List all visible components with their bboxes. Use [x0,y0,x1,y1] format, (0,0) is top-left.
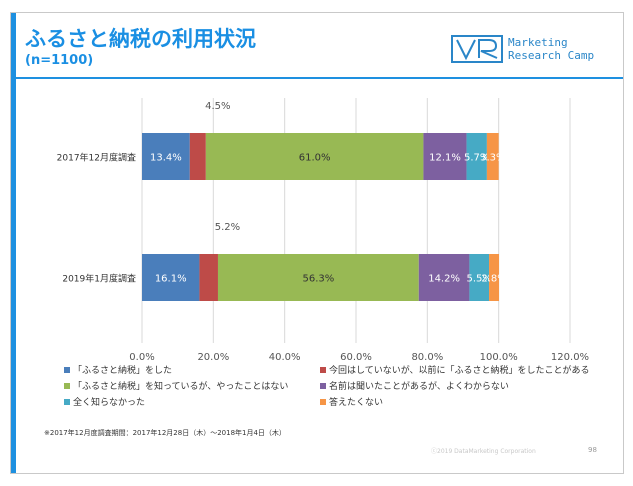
bar-segment [199,254,218,301]
data-label: 5.2% [215,222,240,233]
category-label: 2017年12月度調査 [57,152,136,164]
logo-mark-icon [451,35,503,63]
x-tick-label: 20.0% [197,352,229,363]
page-number: 98 [588,446,597,454]
bar-segment [217,254,419,301]
bar-segment [189,133,206,180]
page-title: ふるさと納税の利用状況 [25,27,256,51]
legend-label: 全く知らなかった [73,398,146,408]
x-tick-label: 60.0% [340,352,372,363]
logo-line-2: Research Camp [508,49,595,62]
data-label: 2.8% [481,274,506,285]
bar-segment [205,133,424,180]
legend-swatch [320,382,326,389]
data-label: 61.0% [299,153,331,164]
x-tick-label: 80.0% [411,352,443,363]
data-label: 3.3% [480,153,505,164]
page-subtitle: (n=1100) [25,53,94,68]
x-tick-label: 0.0% [129,352,154,363]
legend-label: 「ふるさと納税」を知っているが、やったことはない [73,382,289,392]
data-label: 12.1% [429,153,461,164]
legend-item: 答えたくない [320,395,383,408]
legend-item: 今回はしていないが、以前に「ふるさと納税」をしたことがある [320,363,590,376]
logo-line-1: Marketing [508,36,568,49]
legend-swatch [64,366,70,373]
legend-label: 今回はしていないが、以前に「ふるさと納税」をしたことがある [329,366,590,376]
bar-segment [142,254,200,301]
bar-segment [489,254,500,301]
bar-segment [142,133,190,180]
x-tick-label: 40.0% [269,352,301,363]
data-label: 16.1% [155,274,187,285]
accent-bar [11,13,16,473]
data-label: 14.2% [428,274,460,285]
bar-segment [469,254,490,301]
legend-item: 「ふるさと納税」を知っているが、やったことはない [64,379,288,392]
copyright: ⓒ2019 DataMarketing Corporation [431,448,536,455]
category-label: 2019年1月度調査 [62,273,136,285]
legend-item: 名前は聞いたことがあるが、よくわからない [320,379,509,392]
legend-item: 「ふるさと納税」をした [64,363,172,376]
data-label: 5.5% [467,274,492,285]
data-label: 4.5% [205,101,230,112]
data-label: 56.3% [302,274,334,285]
slide: ふるさと納税の利用状況 (n=1100) Marketing Research … [10,12,624,474]
logo: Marketing Research Camp [451,35,616,75]
bar-segment [423,133,467,180]
data-label: 5.7% [464,153,489,164]
legend-item: 全く知らなかった [64,395,145,408]
title-divider [11,77,623,79]
legend-swatch [320,398,326,405]
legend-swatch [64,398,70,405]
bar-segment [466,133,487,180]
bar-segment [418,254,470,301]
legend-swatch [320,366,326,373]
footnote: ※2017年12月度調査期間：2017年12月28日（木）～2018年1月4日（… [44,429,286,437]
x-tick-label: 100.0% [480,352,518,363]
bar-segment [486,133,499,180]
legend-label: 答えたくない [329,398,384,408]
legend-swatch [64,382,70,389]
logo-text: Marketing Research Camp [508,36,594,62]
legend-label: 名前は聞いたことがあるが、よくわからない [329,382,509,392]
x-tick-label: 120.0% [551,352,589,363]
legend-label: 「ふるさと納税」をした [73,366,173,376]
data-label: 13.4% [150,153,182,164]
